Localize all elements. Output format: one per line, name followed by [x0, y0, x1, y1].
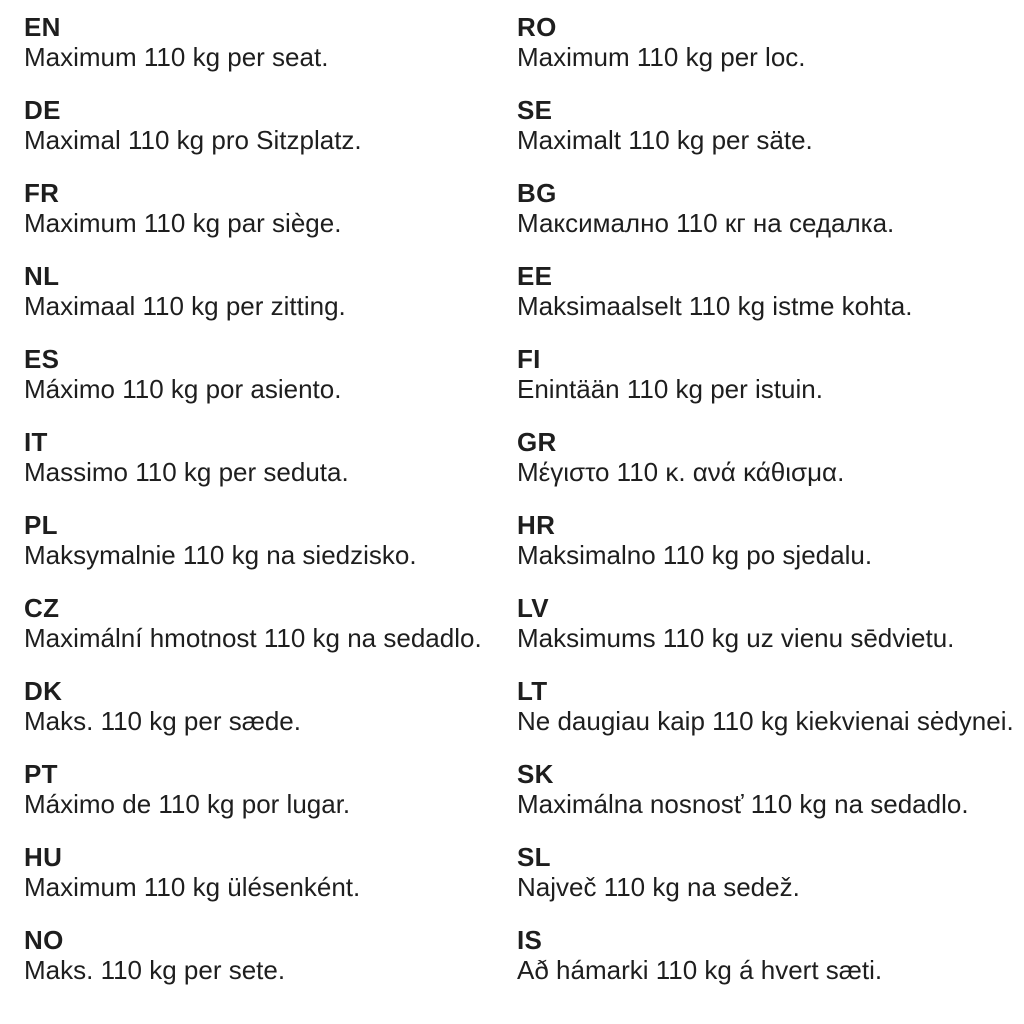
language-code: FR	[24, 178, 60, 208]
translation-text: Maximum 110 kg ülésenként.	[24, 872, 361, 902]
translation-text: Maximaal 110 kg per zitting.	[24, 291, 346, 321]
language-entry-it: IT Massimo 110 kg per seduta.	[24, 427, 517, 487]
translation-text: Massimo 110 kg per seduta.	[24, 457, 349, 487]
language-code: IT	[24, 427, 48, 457]
language-code: RO	[517, 12, 557, 42]
language-code: FI	[517, 344, 541, 374]
language-code: IS	[517, 925, 543, 955]
language-entry-is: IS Að hámarki 110 kg á hvert sæti.	[517, 925, 1024, 985]
language-code: NL	[24, 261, 60, 291]
language-entry-en: EN Maximum 110 kg per seat.	[24, 12, 517, 72]
translation-text: Maximum 110 kg per seat.	[24, 42, 329, 72]
language-code: HU	[24, 842, 63, 872]
language-entry-fr: FR Maximum 110 kg par siège.	[24, 178, 517, 238]
translation-text: Maksimums 110 kg uz vienu sēdvietu.	[517, 623, 955, 653]
translation-text: Maks. 110 kg per sæde.	[24, 706, 301, 736]
translation-text: Máximo 110 kg por asiento.	[24, 374, 342, 404]
left-column: EN Maximum 110 kg per seat. DE Maximal 1…	[24, 12, 517, 1008]
translation-text: Maksimaalselt 110 kg istme kohta.	[517, 291, 913, 321]
language-entry-de: DE Maximal 110 kg pro Sitzplatz.	[24, 95, 517, 155]
translation-text: Največ 110 kg na sedež.	[517, 872, 800, 902]
translation-text: Maximální hmotnost 110 kg na sedadlo.	[24, 623, 482, 653]
language-code: SL	[517, 842, 551, 872]
translation-text: Μέγιστο 110 κ. ανά κάθισμα.	[517, 457, 845, 487]
language-code: SE	[517, 95, 553, 125]
language-entry-se: SE Maximalt 110 kg per säte.	[517, 95, 1024, 155]
language-entry-gr: GR Μέγιστο 110 κ. ανά κάθισμα.	[517, 427, 1024, 487]
language-entry-cz: CZ Maximální hmotnost 110 kg na sedadlo.	[24, 593, 517, 653]
translation-text: Maximum 110 kg par siège.	[24, 208, 342, 238]
language-code: DK	[24, 676, 63, 706]
language-code: LV	[517, 593, 549, 623]
language-code: GR	[517, 427, 557, 457]
translation-text: Maximálna nosnosť 110 kg na sedadlo.	[517, 789, 969, 819]
translation-text: Maximalt 110 kg per säte.	[517, 125, 813, 155]
language-entry-lt: LT Ne daugiau kaip 110 kg kiekvienai sėd…	[517, 676, 1024, 736]
language-entry-hu: HU Maximum 110 kg ülésenként.	[24, 842, 517, 902]
language-entry-bg: BG Максимално 110 кг на седалка.	[517, 178, 1024, 238]
language-entry-dk: DK Maks. 110 kg per sæde.	[24, 676, 517, 736]
language-entry-es: ES Máximo 110 kg por asiento.	[24, 344, 517, 404]
right-column: RO Maximum 110 kg per loc. SE Maximalt 1…	[517, 12, 1024, 1008]
language-entry-hr: HR Maksimalno 110 kg po sjedalu.	[517, 510, 1024, 570]
language-code: BG	[517, 178, 557, 208]
language-entry-no: NO Maks. 110 kg per sete.	[24, 925, 517, 985]
translation-text: Maks. 110 kg per sete.	[24, 955, 286, 985]
translation-text: Maksimalno 110 kg po sjedalu.	[517, 540, 873, 570]
language-code: CZ	[24, 593, 60, 623]
language-entry-ro: RO Maximum 110 kg per loc.	[517, 12, 1024, 72]
translation-text: Maximal 110 kg pro Sitzplatz.	[24, 125, 362, 155]
translation-text: Að hámarki 110 kg á hvert sæti.	[517, 955, 883, 985]
language-code: LT	[517, 676, 548, 706]
language-code: ES	[24, 344, 60, 374]
language-entry-pt: PT Máximo de 110 kg por lugar.	[24, 759, 517, 819]
translation-text: Ne daugiau kaip 110 kg kiekvienai sėdyne…	[517, 706, 1014, 736]
language-code: EE	[517, 261, 553, 291]
language-code: HR	[517, 510, 556, 540]
language-entry-sl: SL Največ 110 kg na sedež.	[517, 842, 1024, 902]
language-entry-ee: EE Maksimaalselt 110 kg istme kohta.	[517, 261, 1024, 321]
translation-text: Enintään 110 kg per istuin.	[517, 374, 823, 404]
translation-text: Maksymalnie 110 kg na siedzisko.	[24, 540, 417, 570]
translation-text: Máximo de 110 kg por lugar.	[24, 789, 351, 819]
language-code: DE	[24, 95, 61, 125]
language-code: PT	[24, 759, 58, 789]
translation-text: Максимално 110 кг на седалка.	[517, 208, 895, 238]
language-entry-fi: FI Enintään 110 kg per istuin.	[517, 344, 1024, 404]
translation-text: Maximum 110 kg per loc.	[517, 42, 806, 72]
language-code: NO	[24, 925, 64, 955]
language-code: SK	[517, 759, 554, 789]
language-code: EN	[24, 12, 61, 42]
language-code: PL	[24, 510, 58, 540]
language-entry-sk: SK Maximálna nosnosť 110 kg na sedadlo.	[517, 759, 1024, 819]
language-entry-nl: NL Maximaal 110 kg per zitting.	[24, 261, 517, 321]
language-entry-lv: LV Maksimums 110 kg uz vienu sēdvietu.	[517, 593, 1024, 653]
language-entry-pl: PL Maksymalnie 110 kg na siedzisko.	[24, 510, 517, 570]
